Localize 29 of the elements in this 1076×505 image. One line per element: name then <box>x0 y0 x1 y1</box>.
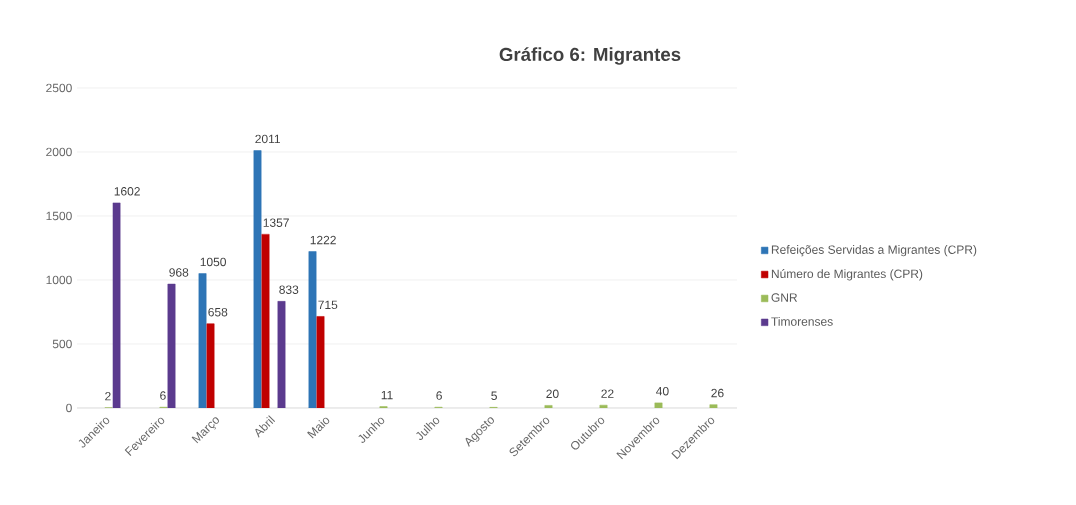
data-label: 2011 <box>255 134 280 144</box>
data-label: 658 <box>208 307 228 317</box>
data-label: 11 <box>381 390 393 400</box>
data-label: 20 <box>546 389 559 399</box>
data-label: 40 <box>656 386 669 396</box>
data-label: 1357 <box>263 218 289 227</box>
chart-title: Gráfico 6: Migrantes <box>499 47 681 65</box>
legend-label: Número de Migrantes (CPR) <box>771 269 923 281</box>
y-tick-label: 2500 <box>46 83 72 93</box>
legend-label: Refeições Servidas a Migrantes (CPR) <box>771 245 977 257</box>
y-tick-label: 1000 <box>46 275 72 285</box>
data-label: 968 <box>169 268 189 277</box>
y-tick-label: 500 <box>52 339 72 349</box>
legend-label: GNR <box>771 293 798 302</box>
data-label: 5 <box>491 391 497 400</box>
y-tick-label: 0 <box>66 403 72 413</box>
data-label: 22 <box>601 389 614 398</box>
data-label: 6 <box>436 391 442 400</box>
data-label: 1602 <box>114 187 140 196</box>
legend-label: Timorenses <box>771 316 833 326</box>
data-label: 833 <box>279 285 299 294</box>
data-label: 26 <box>711 388 724 398</box>
data-label: 2 <box>105 391 111 401</box>
y-tick-label: 1500 <box>46 211 72 221</box>
y-tick-label: 2000 <box>46 147 72 157</box>
data-label: 715 <box>318 300 338 310</box>
data-label: 1222 <box>310 235 336 245</box>
data-label: 1050 <box>200 257 226 267</box>
data-label: 6 <box>160 391 166 400</box>
